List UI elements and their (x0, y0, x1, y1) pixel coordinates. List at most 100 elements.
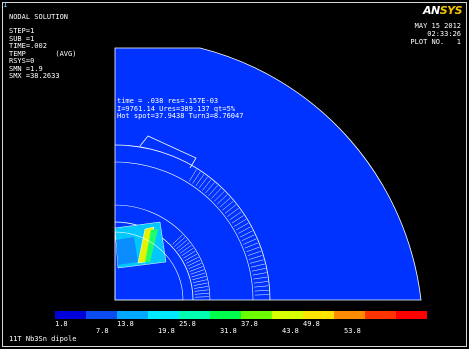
coil-turn (178, 242, 190, 252)
legend-swatch (210, 311, 241, 319)
coil-turn (198, 176, 208, 189)
coil-turn (183, 250, 196, 259)
coil-turn (252, 272, 267, 276)
legend-swatch (179, 311, 210, 319)
legend-label: 49.8 (303, 320, 320, 328)
coil-turn (172, 234, 183, 245)
coil-turn (186, 256, 199, 264)
header-line: RSYS=0 (9, 57, 35, 65)
coil-turn (250, 259, 264, 264)
legend-label: 31.8 (220, 327, 237, 335)
coil-turn (202, 179, 212, 191)
coil-turn (189, 266, 203, 272)
coil-turn (194, 293, 209, 295)
coil-turn (253, 276, 268, 280)
inner-coil-turns (172, 234, 209, 298)
coil-turn (205, 182, 215, 194)
header-line: STEP=1 (9, 27, 35, 35)
coil-turn (174, 237, 186, 247)
legend-swatch (365, 311, 396, 319)
window-number: 1 (3, 1, 8, 9)
coil-turn (193, 279, 207, 283)
coil-turn (188, 169, 197, 182)
legend-swatch (303, 311, 334, 319)
outer-coil-turns (188, 169, 269, 296)
legend-swatch (148, 311, 179, 319)
coil-turn (211, 188, 222, 199)
ansys-logo: ANSYS (422, 4, 463, 17)
legend-swatch (117, 311, 148, 319)
bore-aperture (114, 231, 184, 301)
coil-turn (190, 269, 205, 275)
legend-label: 1.8 (55, 320, 68, 328)
legend-label: 43.8 (282, 327, 299, 335)
header-line: SUB =1 (9, 34, 35, 43)
coil-turn (191, 272, 206, 278)
annotation-line: Hot spot=37.9438 Turn3=8.76047 (117, 112, 244, 121)
coil-turn (222, 201, 234, 211)
coil-turn (231, 215, 244, 224)
coil-turn (224, 204, 237, 214)
annotation-line: I=9761.14 Ures=389.137 qt=5% (117, 104, 236, 113)
legend-swatch (396, 311, 427, 319)
logo-sys: SYS (439, 4, 463, 17)
coil-turn (184, 253, 198, 262)
coil-turn (194, 296, 209, 298)
legend-swatch (86, 311, 117, 319)
coil-turn (192, 171, 201, 184)
coil-turn (188, 263, 202, 269)
coil-turn (234, 218, 247, 227)
coil-turn (238, 226, 251, 234)
coil-turn (254, 285, 269, 288)
coil-turn (187, 259, 201, 267)
hot-spot-edge (145, 229, 158, 262)
coil-turn (179, 245, 192, 254)
coil-turn (181, 247, 194, 257)
coil-turn (208, 185, 218, 196)
coil-turn (247, 250, 262, 256)
annotation-line: time = .038 res=.157E-03 (117, 97, 219, 105)
coil-turn (244, 242, 259, 249)
coil-turn (193, 282, 208, 286)
header-line: TIME=.002 (9, 42, 47, 50)
coil-turn (192, 276, 207, 281)
legend-label: 19.8 (158, 327, 175, 335)
coil-turn (254, 289, 269, 292)
field-region (114, 47, 422, 301)
legend-swatch (272, 311, 303, 319)
plot-time: 02:33:26 (427, 30, 461, 38)
coil-turn (216, 194, 228, 205)
coil-turn (227, 207, 239, 217)
coil-turn (246, 246, 260, 253)
coil-turn (194, 286, 209, 289)
coil-turn (236, 222, 249, 231)
coil-turn (248, 255, 263, 260)
coil-turn (251, 263, 265, 268)
legend-swatch (334, 311, 365, 319)
legend-label: 13.8 (117, 320, 134, 328)
coil-turn (241, 234, 255, 241)
header-line: SMX =38.2633 (9, 72, 60, 80)
contour-legend-bar (55, 311, 427, 319)
header-line: SMN =1.9 (9, 64, 43, 73)
legend-label: 37.8 (241, 320, 258, 328)
coil-turn (219, 197, 231, 208)
logo-an: AN (422, 4, 440, 17)
coil-turn (253, 281, 268, 284)
coil-turn (214, 191, 225, 202)
legend-label: 7.8 (96, 327, 109, 335)
coil-turn (251, 268, 266, 272)
result-title: NODAL SOLUTION (9, 13, 69, 21)
model-caption: 11T Nb3Sn dipole (9, 335, 77, 343)
header-line: TEMP (AVG) (9, 49, 77, 58)
coil-turn (194, 289, 209, 292)
legend-swatch (55, 311, 86, 319)
mid-block (116, 237, 138, 265)
coil-turn (176, 239, 188, 249)
coil-turn (243, 238, 257, 245)
legend-label: 25.8 (179, 320, 196, 328)
legend-label: 53.8 (344, 327, 361, 335)
